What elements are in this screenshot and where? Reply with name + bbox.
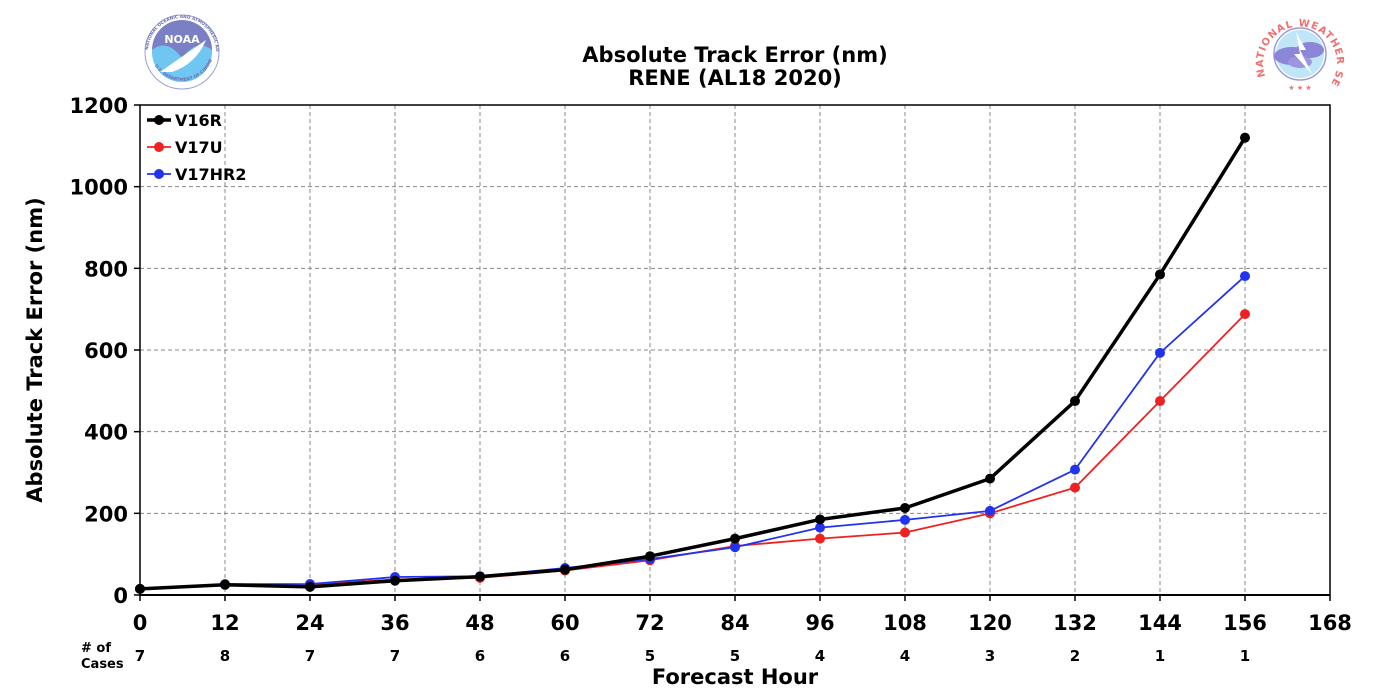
y-tick-labels: 0 200 400 600 800 1000 1200 — [70, 94, 140, 608]
y-tick-label: 0 — [113, 584, 128, 608]
x-tick-label: 156 — [1223, 611, 1267, 635]
data-point-v17u — [900, 527, 910, 538]
legend: V16R V17U V17HR2 — [147, 111, 247, 184]
series-lines — [135, 132, 1250, 594]
data-point-v16r — [815, 514, 825, 525]
chart-subtitle: RENE (AL18 2020) — [628, 66, 842, 90]
x-tick-labels: 0 12 24 36 48 60 72 84 96 108 120 132 144 156 168 — [133, 595, 1352, 635]
data-point-v16r — [475, 571, 485, 582]
grid-lines — [140, 105, 1330, 595]
x-tick-label: 12 — [210, 611, 239, 635]
x-axis-label: Forecast Hour — [652, 665, 819, 689]
data-point-v16r — [1240, 132, 1250, 143]
data-point-v16r — [645, 551, 655, 562]
series-line-v16r — [139, 136, 1247, 591]
data-point-v16r — [220, 579, 230, 590]
data-point-v17u — [815, 533, 825, 544]
case-count: 7 — [390, 647, 400, 665]
data-point-v16r — [730, 533, 740, 544]
case-count: 7 — [135, 647, 145, 665]
x-tick-label: 144 — [1138, 611, 1182, 635]
data-point-v17hr2 — [1240, 271, 1250, 282]
x-tick-label: 96 — [805, 611, 834, 635]
legend-label-v17u: V17U — [175, 138, 223, 157]
case-count: 4 — [815, 647, 825, 665]
y-axis-label: Absolute Track Error (nm) — [23, 197, 47, 502]
legend-marker-v17hr2 — [154, 169, 164, 179]
data-point-v17hr2 — [1155, 347, 1165, 358]
data-point-v17hr2 — [1070, 464, 1080, 475]
nws-stars-icon: ★ ★ ★ — [1288, 84, 1311, 92]
noaa-logo-text: NOAA — [164, 33, 200, 46]
case-count: 3 — [985, 647, 995, 665]
x-tick-label: 72 — [635, 611, 664, 635]
y-tick-label: 800 — [84, 257, 128, 281]
case-count: 6 — [560, 647, 570, 665]
data-point-v16r — [1070, 396, 1080, 407]
x-tick-label: 48 — [465, 611, 494, 635]
data-point-v17hr2 — [900, 514, 910, 525]
data-point-v17u — [1240, 309, 1250, 320]
data-point-v16r — [560, 564, 570, 575]
case-count: 2 — [1070, 647, 1080, 665]
y-tick-label: 200 — [84, 502, 128, 526]
x-tick-label: 168 — [1308, 611, 1352, 635]
series-line-v17hr2 — [139, 275, 1246, 590]
x-tick-label: 60 — [550, 611, 579, 635]
data-point-v17hr2 — [730, 542, 740, 553]
x-tick-label: 24 — [295, 611, 324, 635]
legend-label-v16r: V16R — [175, 111, 222, 130]
x-tick-label: 84 — [720, 611, 749, 635]
y-tick-label: 400 — [84, 421, 128, 445]
case-counts: 7 8 7 7 6 6 5 5 4 4 3 2 1 1 — [135, 647, 1250, 665]
data-point-v17u — [1155, 396, 1165, 407]
case-count: 6 — [475, 647, 485, 665]
x-tick-label: 120 — [968, 611, 1012, 635]
legend-label-v17hr2: V17HR2 — [175, 165, 247, 184]
cases-label-line2: Cases — [81, 657, 124, 672]
data-point-v16r — [390, 575, 400, 586]
x-tick-label: 0 — [133, 611, 148, 635]
legend-marker-v17u — [154, 142, 164, 152]
data-point-v16r — [900, 503, 910, 514]
data-point-v17u — [1070, 482, 1080, 493]
case-count: 4 — [900, 647, 910, 665]
y-tick-label: 1200 — [70, 94, 128, 118]
x-tick-label: 132 — [1053, 611, 1097, 635]
x-tick-label: 108 — [883, 611, 927, 635]
case-count: 1 — [1240, 647, 1250, 665]
data-point-v17hr2 — [815, 522, 825, 533]
case-count: 7 — [305, 647, 315, 665]
data-point-v16r — [305, 581, 315, 592]
case-count: 5 — [645, 647, 655, 665]
case-count: 5 — [730, 647, 740, 665]
chart-title: Absolute Track Error (nm) — [582, 43, 887, 67]
noaa-logo: NOAA NATIONAL OCEANIC AND ATMOSPHERIC AD… — [0, 0, 220, 90]
cases-label-line1: # of — [81, 641, 111, 656]
case-count: 8 — [220, 647, 230, 665]
x-tick-label: 36 — [380, 611, 409, 635]
data-point-v17hr2 — [985, 505, 995, 516]
y-tick-label: 600 — [84, 339, 128, 363]
data-point-v16r — [985, 473, 995, 484]
y-tick-label: 1000 — [70, 176, 128, 200]
case-count: 1 — [1155, 647, 1165, 665]
legend-marker-v16r — [154, 115, 164, 125]
data-point-v16r — [1155, 269, 1165, 280]
